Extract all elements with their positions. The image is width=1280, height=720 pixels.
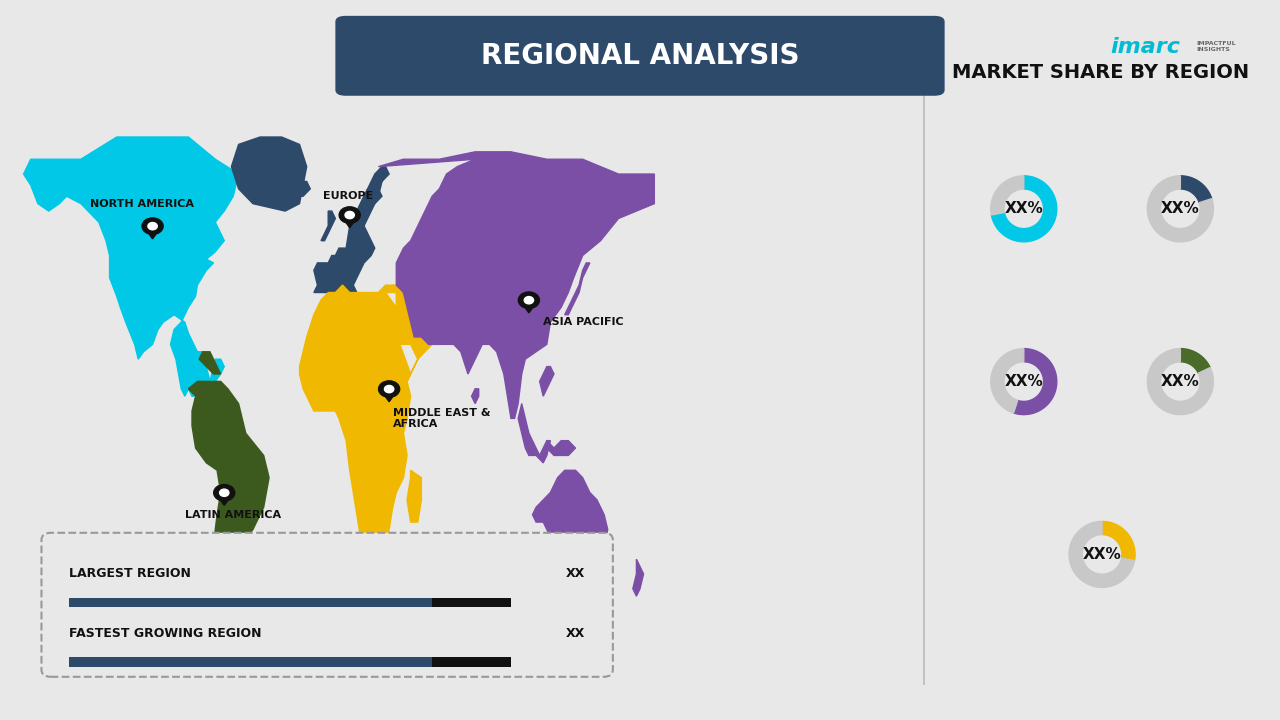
Circle shape <box>346 212 355 219</box>
Text: XX%: XX% <box>1161 374 1199 389</box>
Polygon shape <box>991 348 1024 413</box>
Text: MIDDLE EAST &
AFRICA: MIDDLE EAST & AFRICA <box>393 408 490 429</box>
Circle shape <box>525 297 534 304</box>
Text: XX%: XX% <box>1083 547 1121 562</box>
Polygon shape <box>547 441 576 456</box>
Text: REGIONAL ANALYSIS: REGIONAL ANALYSIS <box>481 42 799 70</box>
Text: LARGEST REGION: LARGEST REGION <box>69 567 191 580</box>
Text: FASTEST GROWING REGION: FASTEST GROWING REGION <box>69 627 261 640</box>
Polygon shape <box>300 285 411 559</box>
Polygon shape <box>991 176 1024 215</box>
FancyBboxPatch shape <box>41 533 613 677</box>
Polygon shape <box>1014 348 1057 415</box>
Circle shape <box>518 292 539 308</box>
Polygon shape <box>1102 521 1135 561</box>
Polygon shape <box>564 263 590 315</box>
Polygon shape <box>1069 521 1134 588</box>
Text: MARKET SHARE BY REGION: MARKET SHARE BY REGION <box>952 63 1249 81</box>
Text: NORTH AMERICA: NORTH AMERICA <box>90 199 193 209</box>
Text: ASIA PACIFIC: ASIA PACIFIC <box>543 317 623 327</box>
Circle shape <box>384 385 394 392</box>
Circle shape <box>220 489 229 496</box>
Polygon shape <box>1180 176 1212 203</box>
Polygon shape <box>532 470 608 567</box>
Text: XX: XX <box>566 567 585 580</box>
FancyBboxPatch shape <box>431 657 512 667</box>
Polygon shape <box>1147 176 1213 242</box>
Polygon shape <box>540 366 554 396</box>
Circle shape <box>142 218 163 235</box>
Polygon shape <box>215 492 233 505</box>
Circle shape <box>214 485 234 501</box>
Text: XX: XX <box>566 627 585 640</box>
Polygon shape <box>340 215 358 228</box>
Polygon shape <box>632 559 644 596</box>
Polygon shape <box>143 226 161 239</box>
Polygon shape <box>1180 348 1210 373</box>
Polygon shape <box>379 152 654 418</box>
FancyBboxPatch shape <box>69 657 431 667</box>
Circle shape <box>148 222 157 230</box>
Polygon shape <box>314 166 389 300</box>
Text: EUROPE: EUROPE <box>323 192 372 202</box>
FancyBboxPatch shape <box>431 598 512 607</box>
Polygon shape <box>471 389 479 404</box>
Text: XX%: XX% <box>1005 202 1043 216</box>
Polygon shape <box>188 382 269 626</box>
Circle shape <box>379 381 399 397</box>
Polygon shape <box>357 166 385 218</box>
Polygon shape <box>1147 348 1213 415</box>
Polygon shape <box>407 470 421 522</box>
Polygon shape <box>380 389 398 402</box>
Text: XX%: XX% <box>1005 374 1043 389</box>
Polygon shape <box>520 300 538 313</box>
Polygon shape <box>321 211 335 240</box>
Polygon shape <box>379 285 447 382</box>
Polygon shape <box>289 181 310 197</box>
Polygon shape <box>992 176 1057 242</box>
Polygon shape <box>232 137 307 211</box>
Text: LATIN AMERICA: LATIN AMERICA <box>184 510 280 520</box>
Text: IMPACTFUL
INSIGHTS: IMPACTFUL INSIGHTS <box>1197 41 1236 52</box>
Text: XX%: XX% <box>1161 202 1199 216</box>
Polygon shape <box>518 404 550 463</box>
Text: imarc: imarc <box>1111 37 1180 57</box>
Polygon shape <box>200 352 220 374</box>
Polygon shape <box>23 137 238 396</box>
FancyBboxPatch shape <box>69 598 431 607</box>
Circle shape <box>339 207 360 223</box>
